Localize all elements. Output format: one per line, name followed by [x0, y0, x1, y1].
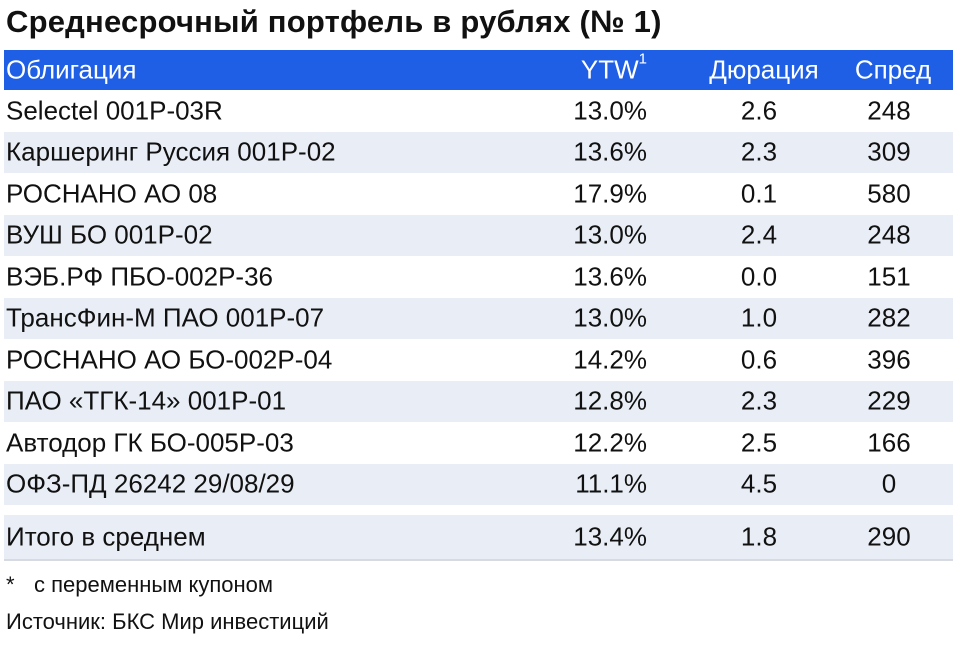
row-name: ВЭБ.РФ ПБО-002Р-36	[6, 261, 273, 292]
page-title: Среднесрочный портфель в рублях (№ 1)	[6, 4, 662, 39]
footnote: * с переменным купоном	[6, 572, 273, 598]
total-ytw: 13.4%	[573, 521, 647, 552]
row-spread: 151	[867, 261, 911, 292]
row-name: ВУШ БО 001P-02	[6, 219, 213, 250]
portfolio-table: Облигация YTW1 Дюрация Спред Selectel 00…	[4, 50, 953, 561]
table-row: Selectel 001P-03R 13.0% 2.6 248	[4, 90, 953, 132]
row-ytw: 13.0%	[573, 302, 647, 333]
row-ytw: 13.6%	[573, 261, 647, 292]
header-ytw: YTW1	[580, 51, 647, 86]
total-duration: 1.8	[740, 521, 778, 552]
row-spread: 309	[867, 136, 911, 167]
row-duration: 0.6	[740, 344, 778, 375]
table-row: ОФЗ-ПД 26242 29/08/29 11.1% 4.5 0	[4, 463, 953, 505]
row-name: Каршеринг Руссия 001P-02	[6, 136, 336, 167]
row-duration: 2.4	[740, 219, 778, 250]
row-name: ОФЗ-ПД 26242 29/08/29	[6, 468, 295, 499]
row-name: ПАО «ТГК-14» 001P-01	[6, 385, 287, 416]
source-note: Источник: БКС Мир инвестиций	[6, 609, 329, 634]
row-ytw: 12.2%	[573, 427, 647, 458]
row-name: РОСНАНО АО 08	[6, 178, 218, 209]
total-spread: 290	[867, 521, 911, 552]
row-ytw: 14.2%	[573, 344, 647, 375]
row-duration: 2.3	[740, 385, 778, 416]
row-duration: 1.0	[740, 302, 778, 333]
table-row: ВЭБ.РФ ПБО-002Р-36 13.6% 0.0 151	[4, 256, 953, 298]
footnote-mark: *	[6, 572, 15, 597]
row-spread: 248	[867, 95, 911, 126]
table-row: ПАО «ТГК-14» 001P-01 12.8% 2.3 229	[4, 380, 953, 422]
table-row: РОСНАНО АО БО-002P-04 14.2% 0.6 396	[4, 339, 953, 381]
row-duration: 2.6	[740, 95, 778, 126]
header-spread: Спред	[854, 54, 932, 85]
row-spread: 229	[867, 385, 911, 416]
footnote-text: с переменным купоном	[34, 572, 273, 597]
row-duration: 2.5	[740, 427, 778, 458]
row-ytw: 13.0%	[573, 219, 647, 250]
row-ytw: 17.9%	[573, 178, 647, 209]
row-name: ТрансФин-М ПАО 001P-07	[6, 302, 325, 333]
row-name: Selectel 001P-03R	[6, 95, 223, 126]
row-ytw: 13.6%	[573, 136, 647, 167]
row-spread: 282	[867, 302, 911, 333]
header-ytw-label: YTW	[580, 54, 639, 85]
row-name: Автодор ГК БО-005Р-03	[6, 427, 294, 458]
row-ytw: 11.1%	[575, 468, 647, 499]
table-row: ТрансФин-М ПАО 001P-07 13.0% 1.0 282	[4, 297, 953, 339]
total-label: Итого в среднем	[6, 521, 206, 552]
row-spread: 166	[867, 427, 911, 458]
row-duration: 4.5	[740, 468, 778, 499]
table-row: ВУШ БО 001P-02 13.0% 2.4 248	[4, 214, 953, 256]
table-row: Автодор ГК БО-005Р-03 12.2% 2.5 166	[4, 422, 953, 464]
row-duration: 2.3	[740, 136, 778, 167]
header-name: Облигация	[6, 54, 137, 85]
row-spread: 248	[867, 219, 911, 250]
header-ytw-footnote: 1	[638, 50, 647, 68]
table-row: Каршеринг Руссия 001P-02 13.6% 2.3 309	[4, 131, 953, 173]
row-spread: 0	[881, 468, 897, 499]
row-ytw: 12.8%	[573, 385, 647, 416]
row-ytw: 13.0%	[573, 95, 647, 126]
table-body: Selectel 001P-03R 13.0% 2.6 248 Каршеринг Ру…	[4, 90, 953, 505]
total-row: Итого в среднем 13.4% 1.8 290	[4, 515, 953, 561]
table-row: РОСНАНО АО 08 17.9% 0.1 580	[4, 173, 953, 215]
row-duration: 0.0	[740, 261, 778, 292]
row-duration: 0.1	[740, 178, 778, 209]
header-duration: Дюрация	[709, 54, 819, 85]
row-spread: 580	[867, 178, 911, 209]
row-spread: 396	[867, 344, 911, 375]
row-name: РОСНАНО АО БО-002P-04	[6, 344, 333, 375]
table-header: Облигация YTW1 Дюрация Спред	[4, 50, 953, 90]
